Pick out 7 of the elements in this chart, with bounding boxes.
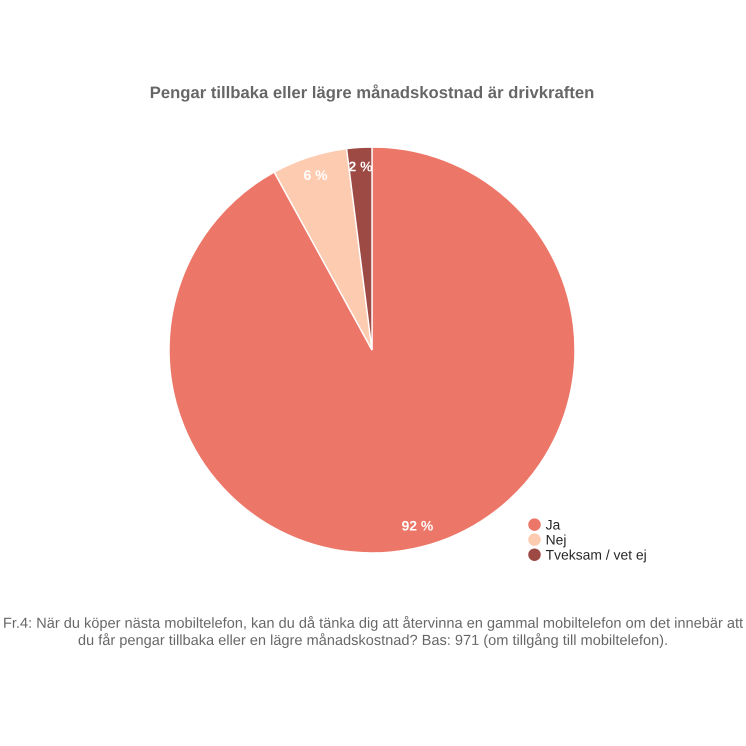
legend-label: Ja [546,520,560,530]
data-label: 6 % [304,170,328,180]
chart-title: Pengar tillbaka eller lägre månadskostnad är drivkraften [150,84,594,102]
legend-label: Tveksam / vet ej [546,549,646,562]
text: Fr.4: När du köper nästa mobiltelefon, kan du då tänka dig att återvinna en gammal mobiltelefon om det innebär att du får pengar tillbaka eller en lägre månadskostnad? Bas: 971 (om tillgång till mobiltelefon). [4,616,743,648]
legend-label: Nej [546,534,566,548]
data-label: 92 % [402,520,433,531]
